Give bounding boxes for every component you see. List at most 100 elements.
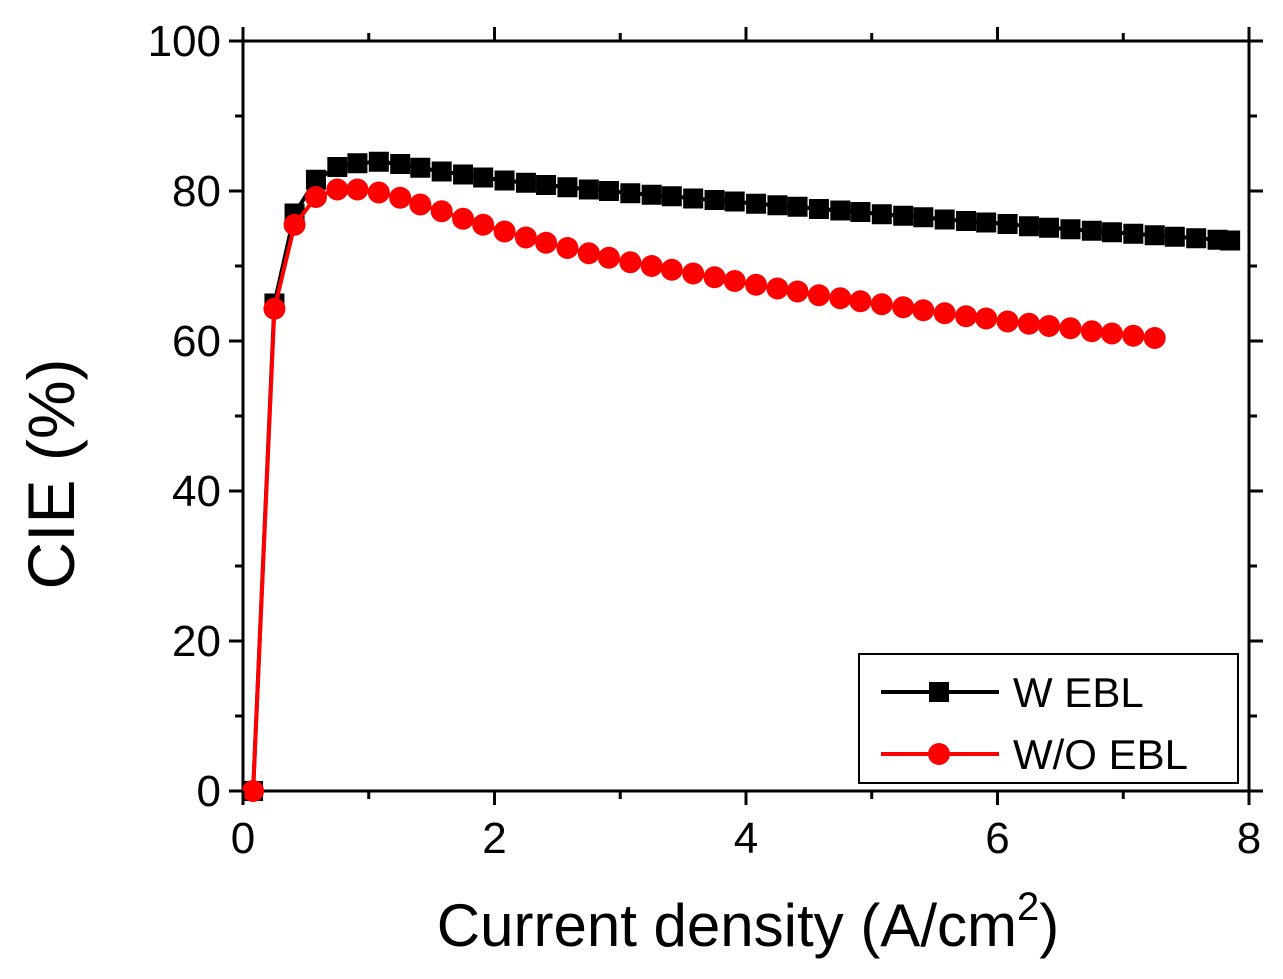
data-point: [431, 161, 452, 182]
y-tick-label: 100: [148, 17, 221, 66]
data-point: [1220, 230, 1241, 251]
series-wo-ebl: [242, 178, 1166, 802]
data-point: [536, 175, 557, 195]
data-point: [389, 186, 412, 209]
x-tick-label: 0: [231, 814, 255, 863]
data-point: [1186, 228, 1207, 249]
data-point: [723, 270, 746, 292]
legend-marker: [929, 682, 949, 702]
data-point: [1143, 327, 1166, 349]
legend-label: W EBL: [1013, 669, 1144, 716]
data-point: [745, 273, 768, 296]
data-point: [976, 212, 997, 233]
data-point: [578, 179, 599, 200]
data-point: [597, 246, 620, 269]
data-point: [242, 780, 265, 802]
data-point: [829, 287, 852, 310]
data-point: [704, 190, 725, 210]
data-point: [807, 284, 830, 307]
data-point: [1101, 222, 1122, 243]
legend-label: W/O EBL: [1013, 731, 1188, 778]
x-tick-label: 4: [734, 814, 758, 863]
data-point: [850, 202, 871, 222]
data-point: [1123, 223, 1144, 244]
legend-box: [858, 653, 1239, 784]
data-point: [557, 177, 578, 198]
data-point: [346, 178, 369, 201]
data-point: [619, 251, 642, 274]
data-point: [912, 299, 935, 322]
data-point: [1100, 322, 1123, 345]
data-point: [452, 207, 475, 230]
data-point: [410, 157, 431, 178]
data-point: [472, 213, 495, 236]
data-point: [577, 242, 600, 265]
data-point: [556, 237, 579, 259]
data-point: [703, 266, 726, 289]
y-axis-label: CIE (%): [14, 359, 88, 590]
data-point: [1164, 226, 1185, 247]
data-point: [1060, 219, 1081, 240]
data-point: [870, 293, 893, 316]
data-point: [283, 213, 306, 236]
data-point: [682, 262, 705, 285]
data-point: [933, 302, 956, 325]
data-point: [724, 191, 745, 212]
y-tick-label: 80: [172, 167, 221, 216]
data-point: [830, 200, 851, 221]
data-point: [535, 231, 558, 254]
y-tick-label: 40: [172, 467, 221, 516]
data-point: [767, 195, 788, 216]
data-point: [660, 258, 683, 281]
data-point: [1080, 320, 1103, 343]
y-tick-label: 0: [197, 767, 221, 816]
data-point: [956, 211, 977, 231]
data-point: [1081, 220, 1102, 241]
data-point: [1059, 317, 1082, 340]
data-point: [849, 290, 872, 313]
x-tick-label: 2: [482, 814, 506, 863]
data-point: [1122, 324, 1145, 347]
legend: W EBL W/O EBL: [858, 653, 1239, 784]
data-point: [893, 205, 914, 226]
data-point: [996, 310, 1019, 333]
data-point: [1144, 225, 1165, 246]
data-point: [514, 226, 537, 249]
data-point: [683, 188, 704, 209]
legend-marker: [928, 743, 950, 765]
data-point: [367, 181, 390, 204]
data-point: [1038, 315, 1061, 337]
x-tick-label: 6: [985, 814, 1009, 863]
data-point: [515, 172, 536, 193]
data-point: [955, 305, 978, 328]
x-tick-label: 8: [1237, 814, 1261, 863]
data-point: [620, 183, 641, 204]
data-point: [766, 277, 789, 300]
data-point: [493, 220, 516, 243]
data-point: [934, 209, 955, 230]
data-point: [409, 193, 432, 216]
data-point: [786, 280, 809, 303]
data-point: [598, 181, 619, 201]
series-layer: [242, 151, 1241, 802]
y-tick-label: 20: [172, 617, 221, 666]
data-point: [1039, 217, 1060, 238]
data-point: [913, 207, 934, 228]
data-point: [640, 255, 663, 277]
data-point: [1017, 312, 1040, 335]
data-point: [368, 151, 389, 172]
data-point: [641, 184, 662, 205]
data-point: [1018, 216, 1039, 237]
data-point: [473, 167, 494, 188]
x-axis-label: Current density (A/cm2): [437, 885, 1059, 959]
data-point: [326, 178, 349, 201]
data-point: [390, 154, 411, 174]
y-tick-label: 60: [172, 317, 221, 366]
data-point: [263, 297, 286, 320]
data-point: [430, 200, 453, 223]
data-point: [494, 170, 515, 191]
data-point: [327, 157, 348, 177]
data-point: [808, 199, 829, 219]
